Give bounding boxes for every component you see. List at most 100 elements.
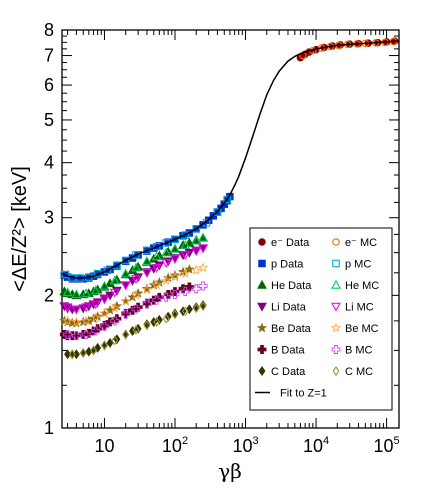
y-tick-label: 3 <box>44 208 54 228</box>
legend-label: He Data <box>271 280 312 292</box>
data-point <box>100 340 108 351</box>
data-point <box>120 295 131 306</box>
y-tick-label: 5 <box>44 110 54 130</box>
data-point <box>181 231 190 239</box>
data-point <box>71 289 82 299</box>
data-point <box>181 306 189 317</box>
data-point <box>180 287 190 296</box>
data-point <box>62 315 73 326</box>
legend-marker <box>257 345 267 354</box>
legend-label: p Data <box>271 259 304 271</box>
series-be-mc <box>62 262 209 327</box>
legend-label: Be MC <box>345 323 379 335</box>
data-point <box>184 282 194 292</box>
legend-label: Be Data <box>271 323 312 335</box>
data-point <box>191 247 202 257</box>
data-point <box>99 307 110 318</box>
data-point <box>151 279 162 290</box>
legend: e⁻ Data p Data He Data Li Data Be Data B Data… <box>249 227 393 411</box>
x-tick-label: 104 <box>303 435 329 456</box>
legend-marker <box>258 366 266 376</box>
data-point <box>132 251 140 259</box>
y-tick-label: 6 <box>44 75 54 95</box>
data-point <box>109 275 120 285</box>
data-point <box>130 289 142 300</box>
data-point <box>171 309 179 320</box>
data-point <box>141 269 152 278</box>
data-point <box>103 266 112 275</box>
data-point <box>180 239 191 249</box>
data-point <box>106 337 114 348</box>
data-point <box>169 269 181 280</box>
data-point <box>161 259 172 268</box>
data-point <box>141 284 153 295</box>
data-point <box>161 292 171 302</box>
data-point <box>131 275 141 284</box>
data-point <box>99 280 110 290</box>
data-point <box>71 331 81 341</box>
data-point <box>109 288 120 298</box>
data-point <box>151 251 162 261</box>
x-axis-label: γβ <box>218 459 242 483</box>
data-point <box>85 346 93 357</box>
legend-label: B MC <box>345 345 373 357</box>
data-point <box>90 285 101 295</box>
data-point <box>81 303 92 313</box>
data-point <box>198 244 208 254</box>
data-point <box>111 335 119 346</box>
data-point <box>170 289 180 299</box>
data-point <box>100 340 108 351</box>
data-point <box>170 255 180 264</box>
data-point <box>162 239 170 247</box>
data-point <box>223 195 231 204</box>
legend-label: Li Data <box>271 302 307 314</box>
data-point <box>191 284 201 294</box>
data-point <box>131 262 141 272</box>
fit-line <box>61 40 400 279</box>
legend-marker <box>258 259 266 268</box>
y-tick-label: 8 <box>44 20 54 40</box>
legend-marker <box>332 366 340 376</box>
legend-label: Li MC <box>345 302 374 314</box>
legend-label: C Data <box>271 366 306 378</box>
data-point <box>161 275 172 285</box>
data-point <box>180 268 191 279</box>
legend-marker <box>256 322 268 333</box>
x-tick-label: 103 <box>232 435 258 456</box>
data-point <box>90 345 98 356</box>
data-point <box>99 295 110 305</box>
legend-marker <box>257 302 267 312</box>
series-c-mc <box>68 301 207 360</box>
y-tick-label: 1 <box>44 418 54 438</box>
data-point <box>122 329 130 340</box>
data-point <box>105 278 115 288</box>
data-point <box>198 232 208 242</box>
data-point <box>131 304 141 314</box>
data-point <box>110 316 120 326</box>
data-point <box>141 283 153 294</box>
data-point <box>170 243 180 253</box>
data-point <box>113 261 121 270</box>
x-tick-label: 10 <box>94 436 114 456</box>
data-point <box>152 295 162 305</box>
data-point <box>79 348 87 358</box>
data-point <box>191 235 202 245</box>
series-b-mc <box>63 281 208 341</box>
data-point <box>133 302 143 312</box>
data-point <box>71 305 82 315</box>
legend-label: e⁻ Data <box>271 237 310 249</box>
data-point <box>141 256 152 265</box>
data-point <box>192 302 200 313</box>
data-point <box>100 321 109 331</box>
series-p-mc <box>61 195 231 282</box>
series-li-mc <box>62 244 208 315</box>
data-point <box>143 319 151 330</box>
data-point <box>142 299 152 309</box>
data-point <box>68 349 76 360</box>
data-point <box>64 349 72 360</box>
x-tick-label: 102 <box>162 435 188 456</box>
data-point <box>192 225 200 233</box>
legend-marker <box>331 302 341 312</box>
legend-label: p MC <box>345 259 371 271</box>
legend-label: C MC <box>345 366 373 378</box>
